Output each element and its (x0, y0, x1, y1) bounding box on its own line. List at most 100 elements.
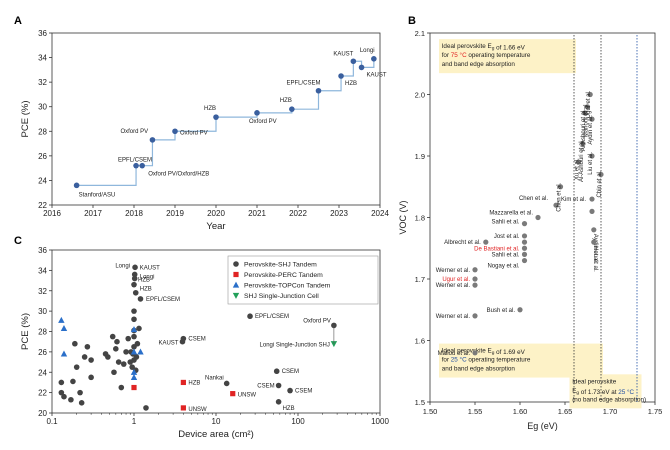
panel-b-point (587, 91, 593, 98)
panel-a-x-axis-label: Year (206, 221, 225, 232)
panel-c-point (131, 281, 137, 288)
panel-c-y-tick-label: 20 (38, 409, 47, 418)
panel-b-annotation-text: g (492, 351, 495, 356)
panel-a-point-label: Oxford PV/Oxford/HZB (148, 172, 209, 178)
panel-c-point (120, 361, 127, 367)
panel-b-point (582, 110, 588, 116)
panel-b-annotation-line: Eg of 1.73 eV at 25 °C (572, 387, 634, 396)
panel-b-point-label: Sahli et al. (491, 252, 519, 258)
panel-b-annotation-text: Ideal perovskite E (442, 348, 492, 355)
panel-b-annotation-line: Ideal perovskite Eg of 1.66 eV (442, 43, 526, 52)
panel-c-legend (227, 255, 379, 305)
panel-c-point-label: Oxford PV (303, 318, 331, 324)
panel-b-point-label: Werner et al. (436, 314, 471, 320)
panel-a-x-tick-label: 2023 (330, 209, 348, 218)
panel-c-x-tick-label: 100 (291, 417, 305, 426)
panel-b-point-label: Chin et al. (597, 170, 603, 197)
panel-c-point (143, 405, 149, 411)
panel-a-y-tick-label: 36 (38, 29, 47, 38)
panel-c-point (109, 333, 116, 340)
panel-c-legend-marker (233, 261, 239, 267)
panel-b-annotation-text: for (442, 52, 451, 59)
panel-c-point-label: EPFL/CSEM (255, 314, 289, 320)
panel-a-x-tick-label: 2018 (125, 209, 143, 218)
panel-c-point (105, 354, 111, 360)
panel-c-label: Longi (115, 263, 130, 269)
panel-c-point (60, 325, 68, 332)
panel-b-annotation-line: for 75 °C operating temperature (442, 51, 531, 59)
panel-b-annotation-text: of 1.69 eV (494, 349, 525, 356)
panel-c-legend-label: Perovskite-SHJ Tandem (244, 262, 317, 269)
panel-b-annotation-line: Ideal perovskite Eg of 1.69 eV (442, 348, 526, 357)
panel-c-label: Longi (140, 274, 155, 280)
panel-c-point-label: HZB (138, 278, 150, 284)
panel-a-y-tick-label: 28 (38, 127, 47, 136)
panel-b-point (521, 245, 528, 251)
panel-c-point (247, 313, 253, 320)
panel-b-point-label: Mazzarella et al. (489, 211, 533, 217)
panel-c-x-tick-label: 1 (132, 417, 137, 426)
panel-b-point-label: Bush et al. (487, 308, 516, 314)
panel-b-y-tick-label: 2.1 (415, 29, 425, 38)
panel-b-annotation-box-2 (439, 343, 603, 378)
panel-b-y-tick-label: 1.6 (415, 337, 425, 346)
panel-a-step-line (76, 58, 375, 186)
panel-b-point (521, 239, 528, 245)
panel-c-point (58, 379, 65, 386)
panel-a-point (73, 182, 80, 189)
panel-b-point (517, 307, 523, 313)
panel-c-point (133, 354, 140, 360)
panel-c-point (88, 357, 94, 363)
panel-b-point-label: Albrecht et al. (444, 240, 481, 246)
panel-c-point (134, 340, 141, 347)
panel-a-x-tick-label: 2016 (43, 209, 61, 218)
panel-c-y-tick-label: 32 (38, 287, 47, 296)
panel-b-annotation-line: (no band edge absorption) (572, 396, 646, 403)
panel-c-point (287, 387, 293, 394)
panel-b-point-label: Jost et al. (494, 234, 520, 240)
panel-a-point (371, 56, 377, 62)
panel-c-point (84, 343, 91, 350)
panel-c-point (137, 296, 144, 302)
panel-b-point-label: Maliou et al. (438, 351, 471, 357)
panel-b-point (521, 221, 528, 227)
panel-c-point-label: UNSW (238, 393, 257, 399)
panel-c-legend-marker (232, 281, 240, 288)
panel-c-x-axis-label: Device area (cm²) (178, 429, 254, 440)
panel-b-point-label: Hou et al. (592, 246, 598, 272)
panel-b-annotation-text: 25 °C (451, 356, 467, 364)
panel-a-point-label: Oxford PV (120, 129, 148, 135)
panel-b-point-label: Ugur et al. (586, 90, 592, 118)
panel-c-point (88, 374, 94, 381)
panel-b-x-tick-label: 1.50 (423, 407, 438, 416)
panel-c-point (330, 341, 338, 348)
panel-b-point-label: Liu et al. (588, 152, 594, 175)
panel-c-point (131, 384, 137, 391)
panel-c-x-tick-label: 0.1 (46, 417, 58, 426)
panel-b-point (557, 184, 564, 190)
panel-b-point-label: Chen et al. (519, 196, 548, 202)
panel-c-point (130, 368, 138, 375)
panel-b-point (598, 171, 604, 178)
panel-c-point (136, 325, 142, 332)
panel-b-y-tick-label: 1.5 (415, 398, 425, 407)
panel-a-point-label: Longi (360, 48, 375, 54)
panel-c-point-label: HZB (283, 406, 295, 412)
panel-a-point-label: EPFL/CSEM (287, 81, 321, 87)
panel-b-annotation-text: g (576, 391, 579, 396)
panel-b-point (521, 257, 528, 264)
panel-b-y-tick-label: 1.9 (415, 152, 425, 161)
panel-b-point-label: Kim et al. (561, 197, 586, 203)
panel-c-y-axis-label: PCE (%) (20, 313, 31, 350)
panel-b-point-label: Aydin et al. (592, 234, 598, 264)
panel-b-point (553, 202, 559, 208)
panel-c-legend-label: SHJ Single-Junction Cell (244, 293, 319, 300)
panel-c-point (70, 378, 76, 385)
panel-c-point (132, 264, 138, 271)
panel-a-x-tick-label: 2024 (371, 209, 389, 218)
panel-letter-c: C (14, 235, 22, 247)
panel-b-annotation-text: Ideal perovskite E (442, 43, 492, 50)
panel-b-point-label: Aydin et al. (588, 115, 594, 145)
panel-a-y-tick-label: 26 (38, 152, 47, 161)
panel-b-annotation-text: 25 °C (618, 388, 634, 396)
